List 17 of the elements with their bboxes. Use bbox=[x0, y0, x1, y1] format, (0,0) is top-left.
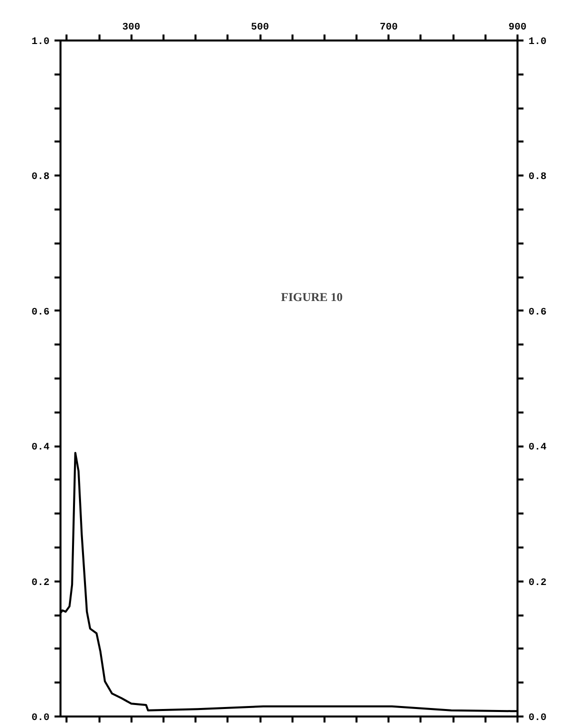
y2-tick-label: 0.0 bbox=[528, 713, 547, 724]
y2-tick-label: 0.4 bbox=[528, 442, 547, 454]
x-tick-label: 700 bbox=[380, 22, 398, 34]
y-tick-label: 1.0 bbox=[31, 37, 50, 48]
y2-tick-label: 0.6 bbox=[528, 307, 547, 318]
y-tick-label: 0.8 bbox=[31, 172, 50, 184]
y-tick-label: 0.6 bbox=[31, 307, 50, 318]
x-tick-label: 900 bbox=[508, 22, 527, 34]
y2-tick-label: 0.2 bbox=[528, 578, 547, 589]
y-tick-label: 0.4 bbox=[31, 442, 50, 454]
y2-tick-label: 1.0 bbox=[528, 37, 547, 48]
annotation: FIGURE 10 bbox=[281, 290, 343, 304]
y2-tick-label: 0.8 bbox=[528, 172, 547, 184]
y-tick-label: 0.2 bbox=[31, 578, 50, 589]
y-tick-label: 0.0 bbox=[31, 713, 50, 724]
x-tick-label: 500 bbox=[251, 22, 270, 34]
x-tick-label: 300 bbox=[122, 22, 140, 34]
